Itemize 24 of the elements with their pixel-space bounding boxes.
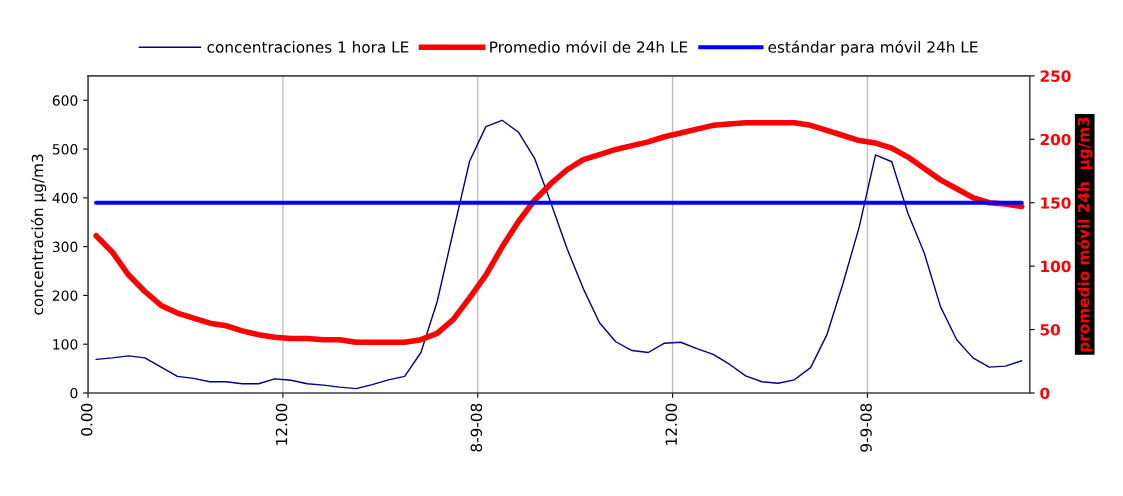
line-series [95, 119, 1023, 390]
y-tick-label: 0 [70, 387, 78, 399]
y-axis-title: concentración µg/m3 [30, 154, 47, 315]
y2-tick-label: 100 [1041, 260, 1071, 273]
x-tick-label: 12.00 [275, 403, 288, 445]
y2-tick-label: 250 [1040, 70, 1071, 82]
y2-tick-label: 0 [1040, 387, 1050, 399]
x-tick-label: 8-9-08 [470, 403, 483, 452]
y2-tick-label: 150 [1041, 197, 1071, 209]
legend-label: estándar para móvil 24h LE [768, 40, 978, 56]
x-tick-label: 12.00 [665, 403, 678, 445]
y2-axis-title: promedio móvil 24h µg/m3 [1076, 117, 1093, 352]
x-tick-label: 9-9-08 [860, 403, 872, 452]
legend-label: concentraciones 1 hora LE [207, 41, 409, 53]
y-tick-label: 200 [52, 290, 78, 301]
y-tick-label: 300 [52, 241, 78, 253]
y2-tick-label: 50 [1040, 324, 1061, 336]
legend-label: Promedio móvil de 24h LE [490, 40, 688, 53]
x-tick-label: 0.00 [80, 403, 93, 436]
y2-tick-label: 200 [1040, 133, 1071, 146]
y-tick-label: 100 [53, 339, 78, 350]
y-tick-label: 400 [52, 192, 78, 204]
y-tick-label: 500 [52, 144, 78, 155]
y-tick-label: 600 [52, 95, 78, 106]
